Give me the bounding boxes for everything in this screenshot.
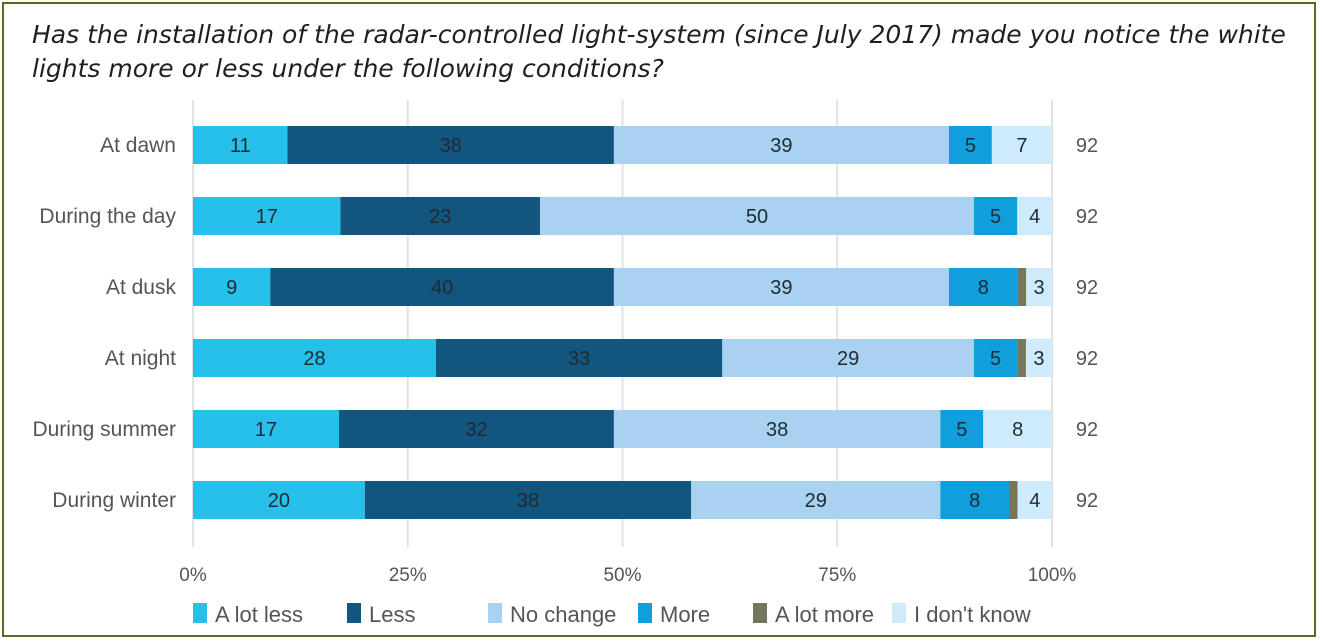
data-label: 11 bbox=[230, 135, 251, 157]
legend-swatch bbox=[638, 603, 652, 623]
data-label: 5 bbox=[990, 206, 1001, 228]
x-tick-label: 25% bbox=[389, 565, 427, 586]
bar-segment bbox=[948, 126, 992, 164]
n-label: 92 bbox=[1076, 419, 1098, 441]
data-label: 29 bbox=[805, 490, 827, 512]
legend-swatch bbox=[488, 603, 502, 623]
bar-segment bbox=[1017, 268, 1027, 306]
legend-swatch bbox=[347, 603, 361, 623]
data-label: 33 bbox=[568, 348, 590, 370]
legend-label: I don't know bbox=[914, 602, 1031, 627]
data-label: 50 bbox=[746, 206, 768, 228]
bar-segment bbox=[364, 481, 692, 519]
category-label: At dawn bbox=[100, 134, 176, 157]
data-label: 5 bbox=[956, 419, 967, 441]
bar-segment bbox=[973, 197, 1018, 235]
bar-segment bbox=[435, 339, 723, 377]
legend-swatch bbox=[753, 603, 767, 623]
bar-segment bbox=[1017, 197, 1052, 235]
bar-segment bbox=[691, 481, 941, 519]
bar-segment bbox=[940, 481, 1010, 519]
legend-swatch bbox=[193, 603, 207, 623]
bar-segment bbox=[540, 197, 974, 235]
category-label: During winter bbox=[52, 489, 176, 512]
n-label: 92 bbox=[1076, 206, 1098, 228]
bar-segment bbox=[1017, 481, 1052, 519]
bar-segment bbox=[613, 126, 949, 164]
legend-label: A lot more bbox=[775, 602, 874, 627]
data-label: 5 bbox=[965, 135, 976, 157]
bar-segment bbox=[193, 268, 271, 306]
data-label: 4 bbox=[1029, 490, 1040, 512]
data-label: 8 bbox=[969, 490, 980, 512]
data-label: 7 bbox=[1016, 135, 1027, 157]
data-label: 5 bbox=[990, 348, 1001, 370]
data-label: 40 bbox=[431, 277, 453, 299]
bar-segment bbox=[973, 339, 1018, 377]
data-label: 39 bbox=[770, 135, 792, 157]
data-label: 32 bbox=[465, 419, 487, 441]
bar-segment bbox=[193, 126, 288, 164]
data-label: 20 bbox=[268, 490, 290, 512]
chart-title: Has the installation of the radar-contro… bbox=[32, 20, 1286, 83]
x-tick-label: 75% bbox=[818, 565, 856, 586]
bar-segment bbox=[1025, 339, 1052, 377]
bar-segment bbox=[339, 410, 614, 448]
bar-segment bbox=[193, 410, 340, 448]
x-tick-label: 100% bbox=[1028, 565, 1077, 586]
bar-segment bbox=[991, 126, 1052, 164]
legend-label: No change bbox=[510, 602, 616, 627]
legend-label: More bbox=[660, 602, 710, 627]
n-label: 92 bbox=[1076, 490, 1098, 512]
bar-segment bbox=[1017, 339, 1026, 377]
x-tick-label: 50% bbox=[603, 565, 641, 586]
data-label: 38 bbox=[440, 135, 462, 157]
data-label: 17 bbox=[255, 419, 277, 441]
category-label: During the day bbox=[39, 205, 176, 228]
data-label: 3 bbox=[1034, 277, 1045, 299]
data-label: 29 bbox=[837, 348, 859, 370]
category-label: During summer bbox=[32, 418, 176, 441]
bar-segment bbox=[193, 339, 436, 377]
data-label: 8 bbox=[978, 277, 989, 299]
bar-segment bbox=[340, 197, 541, 235]
bar-segment bbox=[1026, 268, 1052, 306]
n-label: 92 bbox=[1076, 135, 1098, 157]
legend-swatch bbox=[892, 603, 906, 623]
bar-segment bbox=[193, 481, 365, 519]
legend-label: Less bbox=[369, 602, 415, 627]
data-label: 38 bbox=[766, 419, 788, 441]
data-label: 3 bbox=[1033, 348, 1044, 370]
data-label: 9 bbox=[226, 277, 237, 299]
n-label: 92 bbox=[1076, 277, 1098, 299]
bar-segment bbox=[270, 268, 614, 306]
bar-segment bbox=[287, 126, 614, 164]
data-label: 39 bbox=[770, 277, 792, 299]
bar-segment bbox=[613, 410, 941, 448]
legend-label: A lot less bbox=[215, 602, 303, 627]
x-tick-label: 0% bbox=[179, 565, 207, 586]
n-label: 92 bbox=[1076, 348, 1098, 370]
bar-segment bbox=[940, 410, 984, 448]
data-label: 17 bbox=[256, 206, 278, 228]
bar-segment bbox=[1009, 481, 1018, 519]
data-label: 28 bbox=[303, 348, 325, 370]
category-label: At dusk bbox=[106, 276, 177, 299]
bar-segment bbox=[193, 197, 341, 235]
data-label: 4 bbox=[1029, 206, 1040, 228]
bar-segment bbox=[613, 268, 949, 306]
category-label: At night bbox=[105, 347, 176, 370]
data-label: 8 bbox=[1012, 419, 1023, 441]
bar-segment bbox=[722, 339, 974, 377]
bar-segment bbox=[948, 268, 1018, 306]
data-label: 38 bbox=[517, 490, 539, 512]
bar-segment bbox=[983, 410, 1052, 448]
data-label: 23 bbox=[429, 206, 451, 228]
